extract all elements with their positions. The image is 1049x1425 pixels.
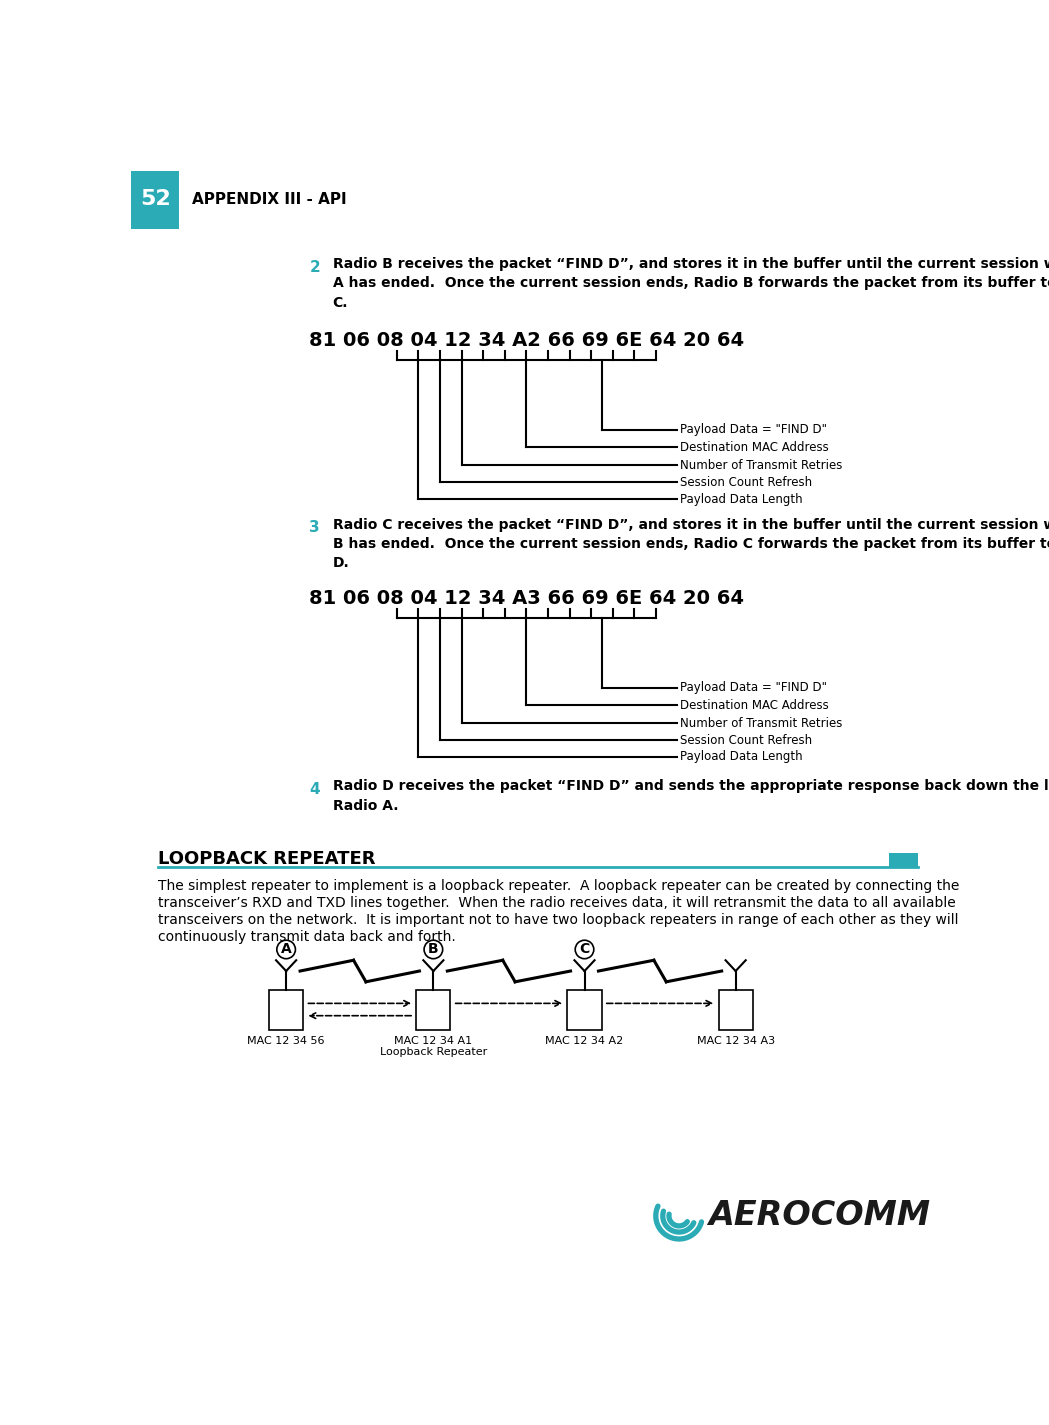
Text: transceiver’s RXD and TXD lines together.  When the radio receives data, it will: transceiver’s RXD and TXD lines together… xyxy=(158,896,956,911)
Text: LOOPBACK REPEATER: LOOPBACK REPEATER xyxy=(158,849,376,868)
Text: Session Count Refresh: Session Count Refresh xyxy=(680,734,812,747)
Text: C: C xyxy=(579,942,590,956)
Circle shape xyxy=(575,940,594,959)
Text: Destination MAC Address: Destination MAC Address xyxy=(680,698,829,712)
FancyBboxPatch shape xyxy=(890,854,918,866)
Text: A: A xyxy=(281,942,292,956)
FancyBboxPatch shape xyxy=(131,171,179,229)
Text: MAC 12 34 A1
Loopback Repeater: MAC 12 34 A1 Loopback Repeater xyxy=(380,1036,487,1057)
Text: Payload Data = "FIND D": Payload Data = "FIND D" xyxy=(680,423,827,436)
Text: MAC 12 34 56: MAC 12 34 56 xyxy=(248,1036,325,1046)
Text: APPENDIX III - API: APPENDIX III - API xyxy=(192,192,346,207)
Text: A has ended.  Once the current session ends, Radio B forwards the packet from it: A has ended. Once the current session en… xyxy=(333,276,1049,291)
FancyBboxPatch shape xyxy=(416,989,450,1029)
Text: 4: 4 xyxy=(309,781,320,797)
Text: Number of Transmit Retries: Number of Transmit Retries xyxy=(680,717,842,730)
Text: C.: C. xyxy=(333,296,348,309)
Text: 81 06 08 04 12 34 A3 66 69 6E 64 20 64: 81 06 08 04 12 34 A3 66 69 6E 64 20 64 xyxy=(308,589,744,608)
Text: continuously transmit data back and forth.: continuously transmit data back and fort… xyxy=(158,931,456,945)
Text: Destination MAC Address: Destination MAC Address xyxy=(680,440,829,455)
Text: Session Count Refresh: Session Count Refresh xyxy=(680,476,812,489)
Text: MAC 12 34 A2: MAC 12 34 A2 xyxy=(545,1036,623,1046)
Circle shape xyxy=(277,940,296,959)
Text: The simplest repeater to implement is a loopback repeater.  A loopback repeater : The simplest repeater to implement is a … xyxy=(158,879,960,893)
Circle shape xyxy=(424,940,443,959)
Text: B has ended.  Once the current session ends, Radio C forwards the packet from it: B has ended. Once the current session en… xyxy=(333,537,1049,550)
FancyBboxPatch shape xyxy=(568,989,601,1029)
Text: Radio C receives the packet “FIND D”, and stores it in the buffer until the curr: Radio C receives the packet “FIND D”, an… xyxy=(333,517,1049,532)
Text: Radio D receives the packet “FIND D” and sends the appropriate response back dow: Radio D receives the packet “FIND D” and… xyxy=(333,779,1049,794)
Text: AEROCOMM: AEROCOMM xyxy=(708,1200,930,1233)
Text: transceivers on the network.  It is important not to have two loopback repeaters: transceivers on the network. It is impor… xyxy=(158,913,959,928)
Text: B: B xyxy=(428,942,438,956)
Text: Payload Data Length: Payload Data Length xyxy=(680,751,802,764)
Text: 2: 2 xyxy=(309,259,320,275)
Text: 3: 3 xyxy=(309,520,320,534)
Text: Number of Transmit Retries: Number of Transmit Retries xyxy=(680,459,842,472)
Text: Radio A.: Radio A. xyxy=(333,798,399,812)
FancyBboxPatch shape xyxy=(270,989,303,1029)
Text: D.: D. xyxy=(333,556,349,570)
Text: 81 06 08 04 12 34 A2 66 69 6E 64 20 64: 81 06 08 04 12 34 A2 66 69 6E 64 20 64 xyxy=(308,331,744,351)
FancyBboxPatch shape xyxy=(719,989,753,1029)
Text: Payload Data Length: Payload Data Length xyxy=(680,493,802,506)
Text: Radio B receives the packet “FIND D”, and stores it in the buffer until the curr: Radio B receives the packet “FIND D”, an… xyxy=(333,258,1049,271)
Text: MAC 12 34 A3: MAC 12 34 A3 xyxy=(697,1036,775,1046)
Text: Payload Data = "FIND D": Payload Data = "FIND D" xyxy=(680,681,827,694)
Text: 52: 52 xyxy=(140,190,171,209)
